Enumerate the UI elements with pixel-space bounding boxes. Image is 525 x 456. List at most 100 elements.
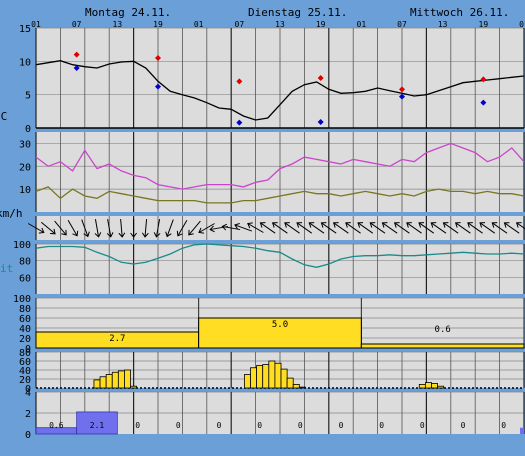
min-temperature-marker — [317, 119, 324, 125]
wind-direction-arrow — [320, 222, 337, 234]
precip-probability-bar — [360, 343, 525, 349]
sunshine-edge-bar — [520, 427, 524, 434]
humidity-tick-label: 100 — [13, 240, 31, 251]
max-temperature-marker — [155, 55, 161, 61]
hour-tick-label: 01 — [357, 20, 367, 29]
temperature-unit-label: °C — [0, 110, 7, 123]
precipitation-bar — [274, 362, 282, 389]
min-temperature-marker — [155, 83, 161, 90]
hour-tick-label: 01 — [194, 20, 204, 29]
precip-probability-bar — [198, 317, 362, 349]
sunshine-tick-label: 4 — [25, 388, 31, 399]
precipitation-bar — [268, 360, 276, 389]
precipitation-tick-label: 80 — [19, 348, 31, 359]
min-temperature-marker — [236, 119, 243, 126]
precipitation-bar — [298, 386, 306, 389]
min-temperature-marker — [399, 93, 405, 100]
hour-tick-label: 01 — [31, 20, 41, 29]
precip-probability-tick-label: 80 — [19, 304, 31, 315]
day-label-2: Dienstag 25.11. — [248, 6, 347, 19]
precipitation-bar — [418, 383, 426, 389]
wind-direction-arrow — [141, 218, 149, 238]
hour-tick-label: 07 — [72, 20, 82, 29]
wind-direction-arrow — [491, 222, 508, 234]
precip-probability-bar-label: 0.6 — [435, 325, 451, 335]
wind-direction-arrow — [430, 222, 447, 234]
sunshine-bar-label: 0 — [257, 421, 262, 430]
temperature-tick-label: 15 — [19, 24, 31, 35]
sunshine-bar-label: 0 — [501, 421, 506, 430]
wind-direction-arrow — [27, 223, 45, 234]
temperature-tick-label: 10 — [19, 57, 31, 68]
wind-direction-arrow — [503, 222, 520, 234]
wind-gust-line — [35, 142, 525, 190]
wind-direction-arrow — [259, 222, 276, 234]
precipitation-bar — [292, 383, 300, 389]
wind-direction-arrow — [406, 222, 422, 234]
wind-direction-arrow — [393, 222, 410, 234]
wind-direction-arrow — [153, 219, 161, 238]
wind-direction-arrow — [515, 222, 525, 234]
sunshine-bar-label: 0 — [461, 421, 466, 430]
hour-tick-label: 13 — [113, 20, 123, 29]
wind-direction-arrow — [369, 222, 386, 234]
sunshine-bar-label: 0 — [298, 421, 303, 430]
precipitation-bar — [424, 382, 432, 389]
humidity-line — [35, 243, 525, 268]
precipitation-tick-label: 0 — [25, 384, 31, 395]
humidity-unit-label: it — [0, 262, 13, 275]
wind-direction-arrow — [54, 220, 67, 236]
wind-direction-arrow — [479, 222, 496, 234]
precipitation-bar — [124, 369, 131, 389]
humidity-tick-label: 80 — [19, 257, 31, 268]
max-temperature-marker — [236, 78, 243, 85]
sunshine-bar-label: 0 — [217, 421, 222, 430]
sunshine-bar-label: 0 — [339, 421, 344, 430]
wind-direction-arrow — [130, 219, 138, 238]
precipitation-bar — [99, 376, 107, 389]
precipitation-tick-label: 20 — [19, 375, 31, 386]
temperature-tick-label: 0 — [25, 124, 31, 135]
max-temperature-marker — [399, 86, 405, 93]
day-label-3: Mittwoch 26.11. — [410, 6, 509, 19]
wind-direction-arrow — [118, 218, 126, 238]
wind-direction-arrow — [94, 219, 102, 238]
hour-tick-label: 19 — [316, 20, 326, 29]
precipitation-bar — [262, 364, 270, 389]
precipitation-bar — [280, 368, 288, 389]
wind-direction-arrow — [234, 222, 253, 232]
min-temperature-marker — [480, 99, 487, 106]
chart-labels: Montag 24.11. Dienstag 25.11. Mittwoch 2… — [0, 6, 525, 441]
min-temperature-marker — [73, 65, 80, 71]
wind-direction-arrow — [81, 219, 90, 238]
wind-direction-arrow — [198, 223, 215, 234]
wind-direction-arrow — [176, 219, 188, 237]
wind-direction-arrow — [442, 222, 459, 234]
hour-tick-label: 13 — [438, 20, 448, 29]
wind-direction-arrow — [188, 220, 201, 236]
wind-direction-arrow — [454, 222, 471, 234]
sunshine-tick-label: 0 — [25, 430, 31, 441]
sunshine-bar-label: 0 — [379, 421, 384, 430]
sunshine-bar-label: 0 — [420, 421, 425, 430]
precipitation-bar — [437, 385, 445, 389]
sunshine-bar-label: 0.6 — [49, 421, 64, 430]
sunshine-tick-label: 2 — [25, 409, 31, 420]
precip-probability-tick-label: 20 — [19, 334, 31, 345]
precip-probability-tick-label: 40 — [19, 324, 31, 335]
data-marks — [27, 51, 525, 435]
precip-probability-bar-label: 2.7 — [109, 334, 125, 344]
hour-tick-label: 19 — [479, 20, 489, 29]
sunshine-bar-label: 2.1 — [90, 421, 105, 430]
precip-probability-tick-label: 0 — [25, 344, 31, 355]
hour-tick-label: 01 — [519, 20, 525, 29]
precip-probability-tick-label: 100 — [13, 294, 31, 305]
precipitation-bar — [111, 371, 119, 389]
temperature-line — [35, 60, 525, 121]
wind-speed-line — [35, 186, 525, 204]
precipitation-bar — [93, 379, 101, 389]
hour-tick-label: 13 — [275, 20, 285, 29]
wind-direction-arrow — [40, 221, 56, 235]
precipitation-bar — [117, 370, 125, 389]
wind-direction-arrow — [308, 222, 325, 234]
